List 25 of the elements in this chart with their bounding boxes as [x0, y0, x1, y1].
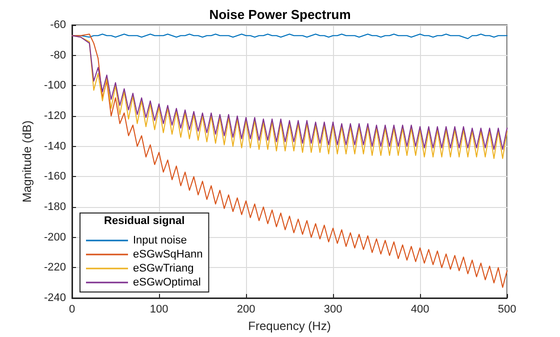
legend-label: eSGwSqHann	[133, 248, 203, 260]
y-tick-label: -200	[44, 231, 66, 244]
x-axis-title: Frequency (Hz)	[248, 318, 331, 333]
legend-label: eSGwTriang	[133, 262, 194, 274]
y-tick-label: -80	[50, 49, 66, 62]
y-tick-label: -180	[44, 201, 66, 213]
legend-label: eSGwOptimal	[133, 276, 201, 288]
legend-label: Input noise	[133, 234, 187, 246]
line-series	[72, 34, 508, 288]
y-tick-label: -140	[44, 140, 66, 152]
y-tick-label: -240	[44, 292, 66, 304]
y-axis-title: Magnitude (dB)	[20, 120, 34, 203]
legend-title: Residual signal	[104, 215, 185, 227]
y-tick-label: -160	[44, 170, 66, 183]
x-tick-label: 0	[68, 304, 76, 316]
y-tick-label: -220	[44, 262, 66, 274]
y-tick-label: -60	[50, 19, 66, 31]
x-tick-label: 100	[150, 304, 168, 316]
x-tick-label: 400	[410, 304, 430, 316]
x-tick-label: 500	[498, 304, 516, 316]
x-tick-label: 200	[236, 304, 256, 316]
x-tick-label: 300	[324, 304, 342, 316]
y-tick-label: -100	[44, 80, 66, 92]
chart-title: Noise Power Spectrum	[209, 7, 351, 22]
y-tick-label: -120	[44, 110, 66, 122]
